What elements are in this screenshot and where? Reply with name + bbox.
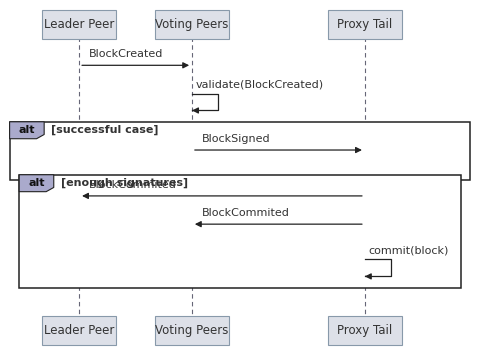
Bar bbox=[10, 122, 470, 180]
Text: BlockCreated: BlockCreated bbox=[89, 49, 163, 59]
Text: Proxy Tail: Proxy Tail bbox=[337, 18, 393, 31]
Bar bbox=[19, 175, 461, 288]
Text: Proxy Tail: Proxy Tail bbox=[337, 324, 393, 337]
Text: BlockSigned: BlockSigned bbox=[202, 134, 270, 144]
Text: validate(BlockCreated): validate(BlockCreated) bbox=[196, 79, 324, 89]
Text: Leader Peer: Leader Peer bbox=[44, 18, 114, 31]
Text: [successful case]: [successful case] bbox=[51, 125, 159, 136]
Text: alt: alt bbox=[19, 125, 35, 135]
Text: alt: alt bbox=[28, 178, 45, 188]
FancyBboxPatch shape bbox=[42, 10, 116, 39]
Text: BlockCommited: BlockCommited bbox=[202, 208, 289, 218]
FancyBboxPatch shape bbox=[155, 316, 229, 345]
Text: [enough signatures]: [enough signatures] bbox=[61, 178, 188, 189]
FancyBboxPatch shape bbox=[327, 10, 402, 39]
FancyBboxPatch shape bbox=[327, 316, 402, 345]
Polygon shape bbox=[19, 175, 54, 192]
FancyBboxPatch shape bbox=[42, 316, 116, 345]
FancyBboxPatch shape bbox=[155, 10, 229, 39]
Text: Voting Peers: Voting Peers bbox=[156, 18, 228, 31]
Text: Leader Peer: Leader Peer bbox=[44, 324, 114, 337]
Text: commit(block): commit(block) bbox=[369, 245, 449, 255]
Text: Voting Peers: Voting Peers bbox=[156, 324, 228, 337]
Text: BlockCommited: BlockCommited bbox=[89, 180, 177, 190]
Polygon shape bbox=[10, 122, 44, 139]
